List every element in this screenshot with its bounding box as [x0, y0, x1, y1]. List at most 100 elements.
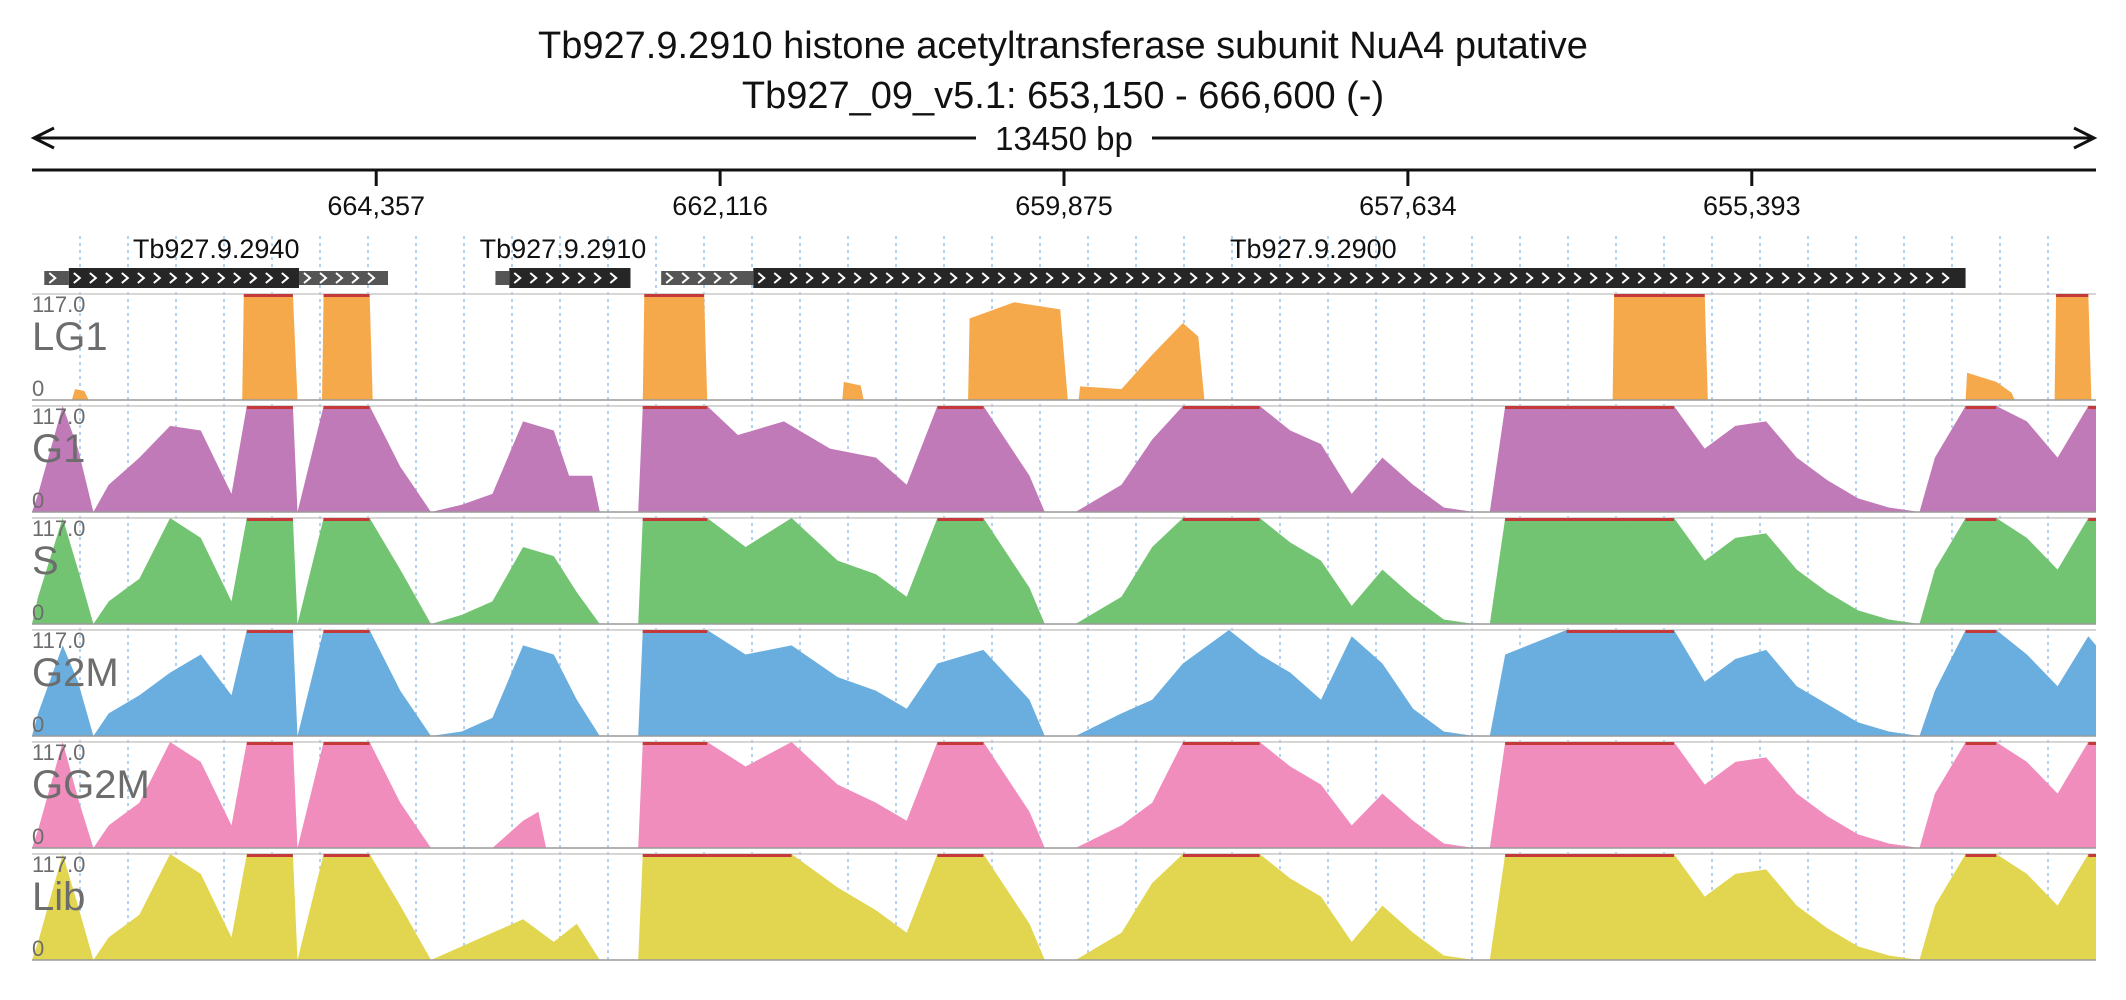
- gene-cds: [68, 268, 300, 288]
- saturation-mark: [2056, 294, 2089, 297]
- track-lg1: 117.0 0 LG1: [32, 292, 2096, 401]
- saturation-mark: [1228, 406, 1260, 409]
- track-name-label: LG1: [32, 315, 108, 359]
- gene-utr: [495, 271, 510, 285]
- saturation-mark: [1965, 854, 1997, 857]
- strand-arrow-icon: [1253, 272, 1262, 284]
- strand-arrow-icon: [1173, 272, 1182, 284]
- saturation-mark: [1566, 406, 1628, 409]
- saturation-mark: [1505, 742, 1567, 745]
- saturation-mark: [1505, 854, 1567, 857]
- y-min-label: 0: [32, 936, 44, 961]
- strand-arrow-icon: [1717, 272, 1726, 284]
- strand-arrow-icon: [1829, 272, 1838, 284]
- track-name-label: G2M: [32, 651, 119, 695]
- saturation-mark: [1965, 742, 1997, 745]
- strand-arrow-icon: [545, 272, 554, 284]
- saturation-mark: [642, 742, 708, 745]
- strand-arrow-icon: [1413, 272, 1422, 284]
- saturation-mark: [1182, 854, 1229, 857]
- track-g2m: 117.0 0 G2M: [32, 628, 2096, 737]
- y-max-label: 117.0: [32, 628, 85, 653]
- strand-arrow-icon: [1605, 272, 1614, 284]
- strand-arrow-icon: [981, 272, 990, 284]
- saturation-mark: [1228, 742, 1260, 745]
- strand-arrow-icon: [1381, 272, 1390, 284]
- saturation-mark: [1627, 854, 1674, 857]
- coverage-tracks: 117.00LG1117.00G1117.00S117.00G2M117.00G…: [32, 292, 2096, 961]
- track-lib: 117.0 0 Lib: [32, 852, 2096, 961]
- saturation-mark: [937, 742, 984, 745]
- saturation-mark: [323, 406, 370, 409]
- strand-arrow-icon: [1445, 272, 1454, 284]
- strand-arrow-icon: [513, 272, 522, 284]
- strand-arrow-icon: [335, 272, 344, 284]
- strand-arrow-icon: [1125, 272, 1134, 284]
- gene-cds: [509, 268, 631, 288]
- span-label: 13450 bp: [995, 120, 1133, 157]
- ruler-tick-label: 657,634: [1359, 191, 1457, 221]
- saturation-mark: [937, 518, 984, 521]
- strand-arrow-icon: [901, 272, 910, 284]
- strand-arrow-icon: [217, 272, 226, 284]
- strand-arrow-icon: [1269, 272, 1278, 284]
- saturation-mark: [1566, 854, 1628, 857]
- gene-label: Tb927.9.2940: [133, 234, 300, 264]
- ruler-tick-label: 655,393: [1703, 191, 1801, 221]
- saturation-mark: [246, 518, 293, 521]
- strand-arrow-icon: [1221, 272, 1230, 284]
- y-min-label: 0: [32, 600, 44, 625]
- strand-arrow-icon: [1317, 272, 1326, 284]
- strand-arrow-icon: [185, 272, 194, 284]
- strand-arrow-icon: [169, 272, 178, 284]
- saturation-mark: [246, 742, 293, 745]
- saturation-mark: [1627, 406, 1674, 409]
- saturation-mark: [1182, 406, 1229, 409]
- strand-arrow-icon: [1909, 272, 1918, 284]
- saturation-mark: [1965, 406, 1997, 409]
- strand-arrow-icon: [949, 272, 958, 284]
- track-name-label: GG2M: [32, 763, 150, 807]
- saturation-mark: [1566, 518, 1628, 521]
- saturation-mark: [642, 406, 708, 409]
- strand-arrow-icon: [713, 272, 722, 284]
- strand-arrow-icon: [1861, 272, 1870, 284]
- saturation-mark: [1182, 518, 1229, 521]
- strand-arrow-icon: [1637, 272, 1646, 284]
- strand-arrow-icon: [561, 272, 570, 284]
- coverage-area: [32, 854, 2096, 960]
- strand-arrow-icon: [153, 272, 162, 284]
- strand-arrow-icon: [805, 272, 814, 284]
- gene-model: Tb927.9.2940: [44, 234, 389, 288]
- gene-annotation-track: Tb927.9.2940 Tb927.9.2910 Tb927.9.2900: [44, 234, 1966, 288]
- strand-arrow-icon: [681, 272, 690, 284]
- saturation-mark: [1566, 742, 1628, 745]
- strand-arrow-icon: [593, 272, 602, 284]
- strand-arrow-icon: [1733, 272, 1742, 284]
- y-min-label: 0: [32, 824, 44, 849]
- strand-arrow-icon: [1845, 272, 1854, 284]
- saturation-mark: [246, 854, 293, 857]
- strand-arrow-icon: [965, 272, 974, 284]
- strand-arrow-icon: [1205, 272, 1214, 284]
- strand-arrow-icon: [1477, 272, 1486, 284]
- strand-arrow-icon: [1893, 272, 1902, 284]
- gene-label: Tb927.9.2900: [1230, 234, 1397, 264]
- saturation-mark: [246, 630, 293, 633]
- strand-arrow-icon: [1749, 272, 1758, 284]
- chart-subtitle: Tb927_09_v5.1: 653,150 - 666,600 (-): [742, 75, 1384, 117]
- strand-arrow-icon: [1509, 272, 1518, 284]
- strand-arrow-icon: [249, 272, 258, 284]
- gene-model: Tb927.9.2900: [661, 234, 1966, 288]
- strand-arrow-icon: [1589, 272, 1598, 284]
- strand-arrow-icon: [1813, 272, 1822, 284]
- strand-arrow-icon: [885, 272, 894, 284]
- saturation-mark: [1228, 518, 1260, 521]
- y-min-label: 0: [32, 488, 44, 513]
- strand-arrow-icon: [1093, 272, 1102, 284]
- gene-cds: [753, 268, 1966, 288]
- strand-arrow-icon: [1013, 272, 1022, 284]
- span-arrow-right: [2073, 126, 2098, 150]
- saturation-mark: [1228, 854, 1260, 857]
- strand-arrow-icon: [853, 272, 862, 284]
